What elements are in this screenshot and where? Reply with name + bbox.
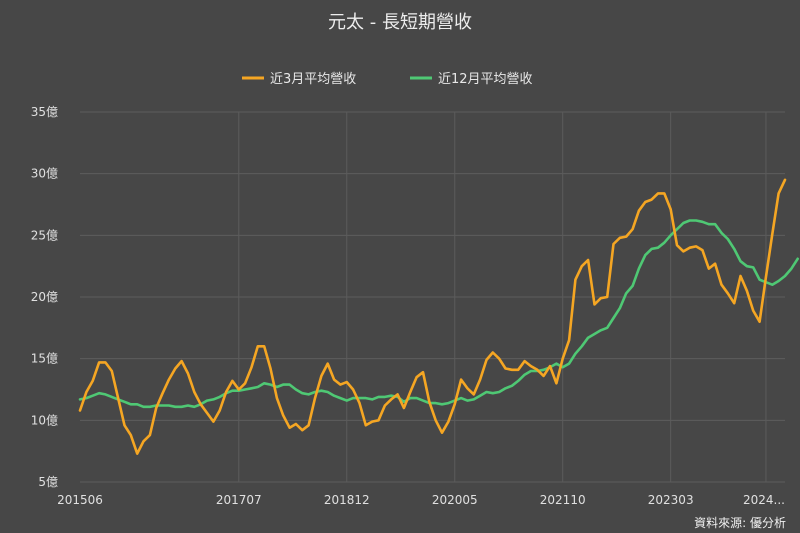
chart-title: 元太 - 長短期營收 [328, 12, 472, 33]
y-tick-label: 20億 [31, 290, 58, 304]
series-line-0 [78, 178, 787, 455]
x-tick-label: 201812 [324, 493, 370, 507]
x-tick-label: 202303 [648, 493, 694, 507]
x-tick-label: 202005 [432, 493, 478, 507]
y-tick-label: 10億 [31, 413, 58, 427]
x-tick-label: 201707 [216, 493, 262, 507]
legend: 近3月平均營收 近12月平均營收 [242, 72, 533, 87]
y-tick-label: 25億 [31, 228, 58, 242]
y-tick-label: 15億 [31, 352, 58, 366]
legend-label-series-1: 近12月平均營收 [438, 72, 533, 87]
x-axis: 201506 201707 201812 202005 202110 202303 2024… [57, 493, 785, 507]
y-tick-label: 30億 [31, 167, 58, 181]
series-layer [78, 178, 800, 455]
grid [80, 111, 785, 483]
y-tick-label: 35億 [31, 105, 58, 119]
x-tick-label: 202110 [540, 493, 586, 507]
y-tick-label: 5億 [38, 475, 58, 489]
x-tick-label: 201506 [57, 493, 103, 507]
legend-label-series-0: 近3月平均營收 [270, 72, 356, 87]
source-note: 資料來源: 優分析 [694, 516, 786, 530]
x-tick-label: 2024... [743, 493, 785, 507]
y-axis: 5億 10億 15億 20億 25億 30億 35億 [31, 105, 58, 489]
